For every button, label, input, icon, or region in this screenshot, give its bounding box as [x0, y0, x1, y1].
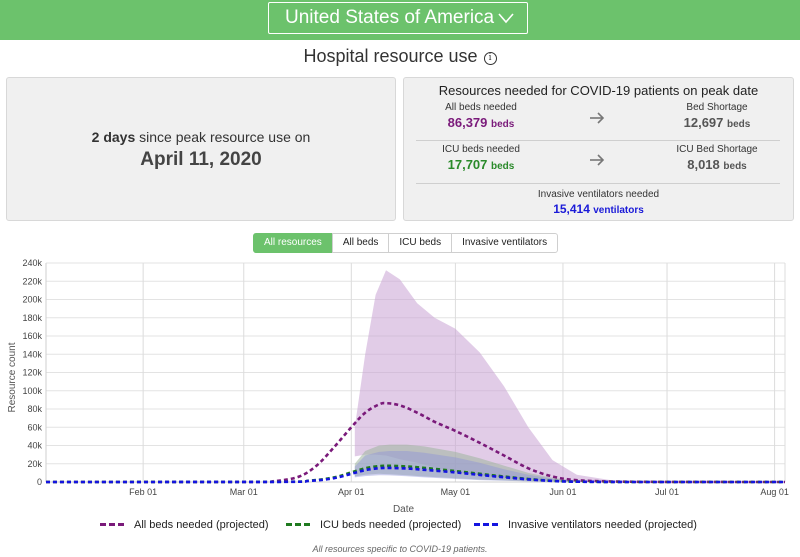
legend-swatch: [474, 522, 498, 528]
vent-unit: ventilators: [593, 205, 644, 216]
all-beds-row: All beds needed 86,379 beds Bed Shortage…: [416, 102, 782, 140]
peak-days-line: 2 days since peak resource use on: [7, 129, 395, 145]
vent-value: 15,414: [553, 202, 590, 216]
y-tick-label: 80k: [27, 404, 42, 414]
tab-all-beds[interactable]: All beds: [331, 233, 390, 253]
y-tick-label: 100k: [22, 386, 42, 396]
icu-label: ICU beds needed: [442, 144, 520, 155]
resources-card: Resources needed for COVID-19 patients o…: [403, 77, 794, 221]
peak-date: April 11, 2020: [140, 149, 262, 170]
page-title-text: Hospital resource use: [303, 46, 478, 66]
country-select-value: United States of America: [285, 7, 495, 28]
arrow-right-icon: [590, 154, 605, 166]
top-bar: United States of America: [0, 0, 800, 40]
tab-icu-beds[interactable]: ICU beds: [388, 233, 453, 253]
legend-item-ventilators[interactable]: Invasive ventilators needed (projected): [474, 519, 697, 531]
bed-shortage-label: Bed Shortage: [686, 102, 748, 113]
peak-card: 2 days since peak resource use on April …: [6, 77, 396, 221]
resource-tabs: All resources All beds ICU beds Invasive…: [253, 233, 559, 253]
y-tick-label: 140k: [22, 349, 42, 359]
all-beds-cell: All beds needed 86,379 beds: [416, 102, 546, 130]
legend-label: All beds needed (projected): [134, 519, 269, 531]
icu-series-line: [45, 464, 785, 484]
icu-shortage-value: 8,018: [687, 157, 720, 172]
icu-shortage-value-line: 8,018 beds: [652, 157, 782, 172]
x-tick-label: Feb 01: [129, 487, 157, 497]
y-tick-label: 20k: [27, 459, 42, 469]
x-tick-label: Jul 01: [655, 487, 679, 497]
bed-shortage-value-line: 12,697 beds: [652, 115, 782, 130]
y-tick-label: 180k: [22, 313, 42, 323]
divider: [416, 140, 780, 141]
y-tick-label: 220k: [22, 276, 42, 286]
icu-shortage-cell: ICU Bed Shortage 8,018 beds: [652, 144, 782, 172]
resources-title: Resources needed for COVID-19 patients o…: [438, 83, 759, 98]
x-tick-label: Apr 01: [338, 487, 365, 497]
all-beds-value-line: 86,379 beds: [416, 115, 546, 130]
legend-item-all-beds[interactable]: All beds needed (projected): [100, 519, 269, 531]
vent-value-line: 15,414 ventilators: [404, 202, 793, 216]
legend-item-icu[interactable]: ICU beds needed (projected): [286, 519, 461, 531]
x-tick-label: Jun 01: [549, 487, 576, 497]
icu-unit: beds: [491, 161, 515, 172]
all-beds-unit: beds: [491, 119, 515, 130]
ventilator-uncertainty-band: [354, 451, 612, 482]
all-beds-series-line: [45, 401, 786, 484]
footnote: All resources specific to COVID-19 patie…: [312, 544, 488, 554]
arrow-right-icon: [590, 112, 605, 124]
vent-label: Invasive ventilators needed: [537, 189, 660, 200]
tab-all-resources[interactable]: All resources: [253, 233, 333, 253]
divider: [416, 183, 780, 184]
icu-uncertainty-band: [354, 444, 612, 482]
x-axis-title: Date: [393, 504, 415, 515]
all-beds-uncertainty-band: [354, 270, 681, 482]
ventilator-series-line: [45, 466, 785, 484]
legend-swatch: [286, 522, 310, 528]
bed-shortage-value: 12,697: [683, 115, 724, 130]
country-select[interactable]: United States of America: [268, 2, 528, 34]
icu-row: ICU beds needed 17,707 beds ICU Bed Shor…: [416, 144, 782, 182]
legend-label: ICU beds needed (projected): [320, 519, 462, 531]
chart-legend: All beds needed (projected) ICU beds nee…: [0, 519, 800, 537]
legend-swatch: [100, 522, 124, 528]
icu-value: 17,707: [447, 157, 488, 172]
y-tick-label: 60k: [27, 422, 42, 432]
icu-shortage-label: ICU Bed Shortage: [676, 144, 758, 155]
resource-chart: 0 20k 40k 60k 80k 100k 120k 140k 160k 180k 200k 220…: [7, 258, 789, 515]
info-icon[interactable]: i: [483, 52, 497, 65]
y-tick-label: 200k: [22, 295, 42, 305]
icu-shortage-unit: beds: [723, 161, 747, 172]
y-tick-label: 120k: [22, 368, 42, 378]
all-beds-label: All beds needed: [445, 102, 517, 113]
x-tick-label: Mar 01: [230, 487, 258, 497]
x-tick-label: May 01: [441, 487, 471, 497]
peak-days: 2 days: [91, 129, 136, 145]
y-axis-title: Resource count: [7, 342, 18, 412]
x-tick-label: Aug 01: [760, 487, 789, 497]
y-tick-label: 240k: [22, 258, 42, 268]
peak-since-text: since peak resource use on: [135, 129, 311, 145]
y-tick-label: 0: [37, 477, 42, 487]
y-tick-label: 40k: [27, 441, 42, 451]
vent-cell: Invasive ventilators needed 15,414 venti…: [404, 189, 793, 216]
bed-shortage-unit: beds: [727, 119, 751, 130]
tab-invasive-ventilators[interactable]: Invasive ventilators: [451, 233, 559, 253]
bed-shortage-cell: Bed Shortage 12,697 beds: [652, 102, 782, 130]
icu-cell: ICU beds needed 17,707 beds: [416, 144, 546, 172]
legend-label: Invasive ventilators needed (projected): [508, 519, 697, 531]
icu-value-line: 17,707 beds: [416, 157, 546, 172]
page-title: Hospital resource use i: [0, 46, 800, 67]
chevron-down-icon: [498, 13, 514, 24]
all-beds-value: 86,379: [447, 115, 488, 130]
y-tick-label: 160k: [22, 331, 42, 341]
